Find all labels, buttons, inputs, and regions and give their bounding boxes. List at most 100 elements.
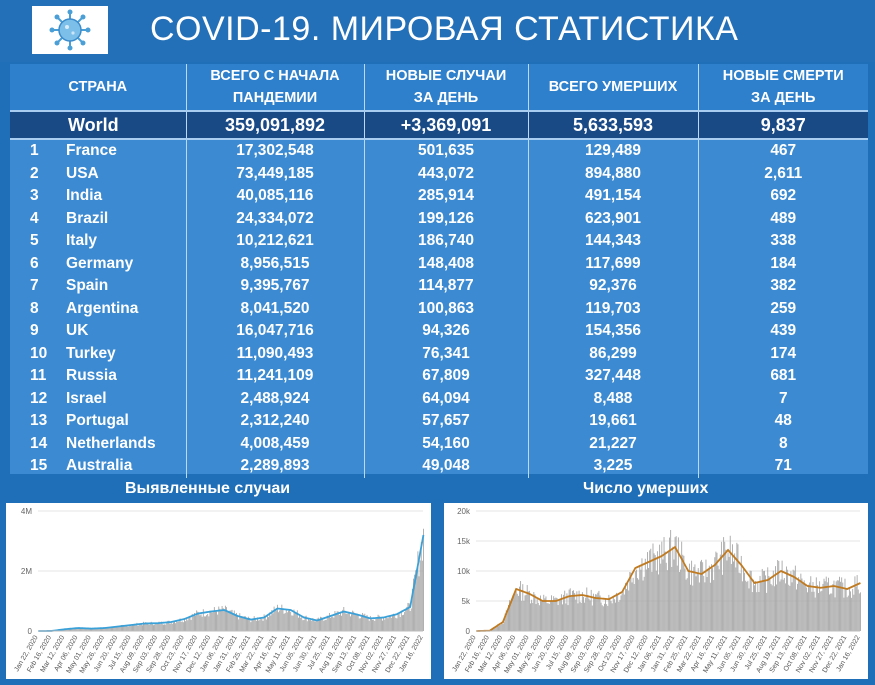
chart-bar [623, 594, 625, 631]
chart-bar [151, 624, 153, 631]
row-total: 2,289,893 [185, 455, 364, 478]
chart-bar [748, 588, 750, 631]
row-country: Israel [66, 389, 107, 407]
chart-bar [680, 569, 682, 631]
chart-bar [845, 589, 847, 631]
row-total: 11,241,109 [185, 365, 364, 388]
chart-bar [160, 621, 162, 631]
chart-bar [357, 615, 359, 631]
chart-bar [313, 619, 315, 631]
chart-bar [844, 578, 846, 631]
row-country: Russia [66, 367, 117, 385]
chart-bar [343, 606, 345, 631]
row-deaths: 144,343 [527, 230, 698, 253]
row-rank: 7 [30, 277, 39, 295]
row-total: 9,395,767 [185, 275, 364, 298]
chart-bar [605, 598, 606, 631]
chart-bar [830, 593, 832, 631]
chart-bar [421, 560, 423, 631]
chart-bar [292, 615, 294, 631]
chart-bar [585, 597, 587, 631]
row-country: Netherlands [66, 434, 156, 452]
chart-bar [365, 617, 367, 631]
chart-bar [654, 555, 656, 631]
chart-bar [387, 618, 389, 631]
chart-bar [707, 568, 709, 631]
chart-bar [677, 537, 679, 631]
header-new-line1: НОВЫЕ СЛУЧАИ [385, 68, 507, 84]
chart-bar [842, 582, 844, 631]
row-country: Argentina [66, 299, 139, 317]
chart-bar [640, 569, 642, 631]
chart-bar [80, 628, 81, 631]
chart-bar [221, 606, 223, 631]
chart-bar [163, 624, 164, 631]
chart-bar [113, 627, 115, 631]
chart-bar [750, 570, 752, 631]
chart-bar [264, 616, 266, 631]
row-deaths: 21,227 [527, 432, 698, 455]
chart-bar [271, 610, 273, 631]
chart-bar [834, 597, 836, 631]
chart-bar [816, 585, 818, 631]
chart-bar [341, 615, 343, 631]
world-new-deaths: 9,837 [697, 110, 868, 140]
chart-bar [776, 584, 778, 631]
chart-bar [347, 611, 349, 631]
chart-bar [815, 577, 817, 631]
chart-bar [252, 619, 254, 631]
chart-bar [759, 575, 761, 631]
chart-bar [505, 610, 507, 631]
chart-bar [112, 627, 114, 631]
row-new-cases: 501,635 [363, 139, 528, 163]
row-new-cases: 100,863 [363, 297, 528, 320]
chart-bar [558, 600, 560, 631]
chart-bar [825, 576, 827, 631]
chart-bar [377, 614, 379, 631]
chart-bar [493, 628, 495, 631]
chart-bar [814, 597, 816, 631]
chart-bar [123, 624, 125, 631]
chart-bar [193, 613, 195, 631]
row-country: UK [66, 322, 89, 340]
chart-bar [611, 603, 613, 631]
logo [32, 6, 108, 54]
chart-bar [330, 617, 331, 631]
chart-bar [105, 628, 107, 631]
chart-bar [167, 620, 169, 631]
table-row: 8 Argentina 8,041,520 100,863 119,703 259 [10, 297, 868, 320]
chart-bar [705, 559, 707, 631]
chart-bar [363, 614, 365, 631]
chart-bar [161, 624, 163, 631]
row-new-cases: 114,877 [363, 275, 528, 298]
chart-bar [715, 551, 717, 631]
chart-bar [280, 609, 282, 631]
chart-bar [579, 601, 581, 631]
chart-bar [711, 564, 712, 631]
chart-bar [658, 574, 659, 631]
chart-bar [769, 579, 771, 631]
chart-bar [101, 628, 102, 631]
chart-bar [698, 582, 700, 631]
chart-bar [498, 626, 499, 631]
chart-bar [305, 615, 307, 631]
row-country: Spain [66, 277, 109, 295]
row-rank: 6 [30, 254, 39, 272]
chart-bar [237, 616, 239, 631]
chart-bar [756, 592, 758, 631]
row-new-cases: 186,740 [363, 230, 528, 253]
row-rank: 13 [30, 412, 48, 430]
chart-bar [182, 622, 184, 631]
chart-bar [179, 618, 181, 631]
chart-bar [669, 537, 670, 631]
chart-bar [624, 582, 626, 631]
chart-bar [254, 617, 256, 631]
chart-bar [122, 624, 123, 631]
chart-bar [247, 619, 248, 631]
chart-bar [787, 569, 789, 631]
chart-bar [147, 623, 149, 631]
chart-bar [587, 594, 589, 631]
chart-bar [136, 622, 138, 631]
chart-bar [534, 594, 536, 631]
chart-bar [86, 628, 88, 631]
